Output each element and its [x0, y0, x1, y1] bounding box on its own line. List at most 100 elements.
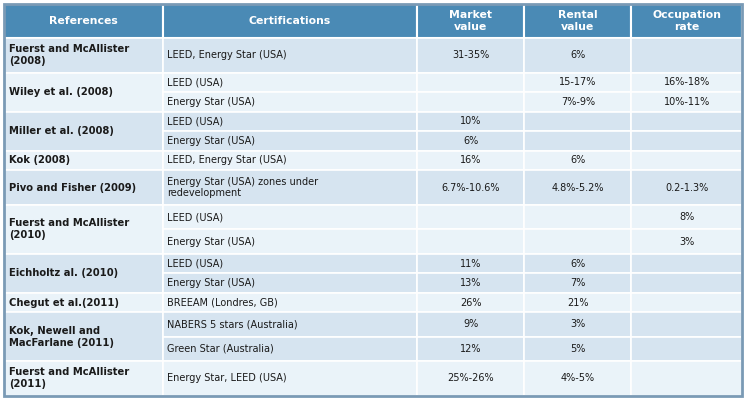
Bar: [524, 205, 631, 230]
Text: 9%: 9%: [463, 320, 478, 330]
Bar: [524, 230, 631, 254]
Text: LEED (USA): LEED (USA): [167, 78, 223, 88]
Text: References: References: [49, 16, 118, 26]
Bar: [4, 73, 163, 112]
Bar: [4, 38, 163, 73]
Text: 3%: 3%: [570, 320, 586, 330]
Bar: [417, 273, 524, 293]
Bar: [163, 312, 417, 336]
Text: Rental
value: Rental value: [558, 10, 598, 32]
Bar: [631, 170, 742, 205]
Text: Kok, Newell and
MacFarlane (2011): Kok, Newell and MacFarlane (2011): [9, 326, 114, 348]
Text: 15-17%: 15-17%: [559, 78, 597, 88]
Bar: [524, 38, 631, 73]
Bar: [631, 230, 742, 254]
Bar: [631, 254, 742, 273]
Text: 16%-18%: 16%-18%: [663, 78, 709, 88]
Text: Kok (2008): Kok (2008): [9, 155, 70, 165]
Bar: [524, 336, 631, 361]
Bar: [417, 131, 524, 151]
Text: 10%: 10%: [460, 116, 481, 126]
Bar: [4, 254, 163, 293]
Bar: [4, 4, 163, 38]
Bar: [631, 38, 742, 73]
Bar: [417, 151, 524, 170]
Text: 6%: 6%: [570, 50, 586, 60]
Bar: [417, 336, 524, 361]
Bar: [631, 312, 742, 336]
Bar: [163, 293, 417, 312]
Bar: [4, 312, 163, 361]
Text: Energy Star (USA): Energy Star (USA): [167, 97, 255, 107]
Bar: [631, 205, 742, 230]
Bar: [524, 73, 631, 92]
Text: LEED (USA): LEED (USA): [167, 212, 223, 222]
Text: 25%-26%: 25%-26%: [448, 374, 494, 384]
Text: 6%: 6%: [570, 258, 586, 268]
Bar: [163, 112, 417, 131]
Bar: [417, 205, 524, 230]
Text: Energy Star (USA) zones under
redevelopment: Energy Star (USA) zones under redevelopm…: [167, 177, 319, 198]
Text: Pivo and Fisher (2009): Pivo and Fisher (2009): [9, 183, 137, 193]
Text: 31-35%: 31-35%: [452, 50, 489, 60]
Text: BREEAM (Londres, GB): BREEAM (Londres, GB): [167, 298, 278, 308]
Bar: [4, 361, 163, 396]
Bar: [417, 73, 524, 92]
Text: 8%: 8%: [679, 212, 695, 222]
Bar: [524, 131, 631, 151]
Bar: [163, 131, 417, 151]
Text: 6%: 6%: [463, 136, 478, 146]
Bar: [163, 254, 417, 273]
Bar: [417, 38, 524, 73]
Text: 7%: 7%: [570, 278, 586, 288]
Bar: [4, 151, 163, 170]
Bar: [417, 170, 524, 205]
Text: 16%: 16%: [460, 155, 481, 165]
Bar: [417, 230, 524, 254]
Bar: [631, 361, 742, 396]
Bar: [524, 312, 631, 336]
Text: 6.7%-10.6%: 6.7%-10.6%: [442, 183, 500, 193]
Bar: [163, 273, 417, 293]
Text: Fuerst and McAllister
(2011): Fuerst and McAllister (2011): [9, 368, 130, 390]
Text: 7%-9%: 7%-9%: [561, 97, 595, 107]
Bar: [524, 4, 631, 38]
Bar: [524, 170, 631, 205]
Bar: [163, 205, 417, 230]
Text: Market
value: Market value: [449, 10, 492, 32]
Bar: [4, 205, 163, 254]
Bar: [163, 92, 417, 112]
Text: NABERS 5 stars (Australia): NABERS 5 stars (Australia): [167, 320, 298, 330]
Bar: [524, 92, 631, 112]
Text: Certifications: Certifications: [249, 16, 331, 26]
Text: Fuerst and McAllister
(2008): Fuerst and McAllister (2008): [9, 44, 130, 66]
Bar: [163, 73, 417, 92]
Text: 4.8%-5.2%: 4.8%-5.2%: [551, 183, 604, 193]
Bar: [417, 293, 524, 312]
Text: 21%: 21%: [567, 298, 589, 308]
Bar: [631, 293, 742, 312]
Bar: [631, 73, 742, 92]
Text: Miller et al. (2008): Miller et al. (2008): [9, 126, 114, 136]
Bar: [417, 312, 524, 336]
Text: Energy Star (USA): Energy Star (USA): [167, 278, 255, 288]
Bar: [4, 293, 163, 312]
Bar: [631, 4, 742, 38]
Text: 10%-11%: 10%-11%: [663, 97, 709, 107]
Text: LEED (USA): LEED (USA): [167, 116, 223, 126]
Text: Wiley et al. (2008): Wiley et al. (2008): [9, 87, 113, 97]
Bar: [631, 92, 742, 112]
Text: LEED (USA): LEED (USA): [167, 258, 223, 268]
Bar: [524, 361, 631, 396]
Bar: [631, 273, 742, 293]
Text: 4%-5%: 4%-5%: [561, 374, 595, 384]
Bar: [163, 170, 417, 205]
Bar: [631, 131, 742, 151]
Text: LEED, Energy Star (USA): LEED, Energy Star (USA): [167, 155, 286, 165]
Bar: [524, 112, 631, 131]
Bar: [524, 273, 631, 293]
Text: Fuerst and McAllister
(2010): Fuerst and McAllister (2010): [9, 218, 130, 240]
Bar: [631, 112, 742, 131]
Bar: [417, 254, 524, 273]
Bar: [417, 4, 524, 38]
